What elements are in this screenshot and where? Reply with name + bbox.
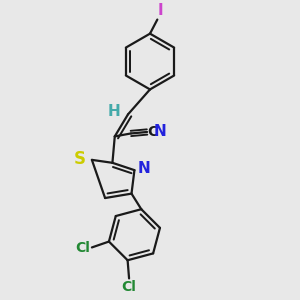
Text: N: N <box>154 124 166 139</box>
Text: Cl: Cl <box>76 241 90 255</box>
Text: S: S <box>74 150 86 168</box>
Text: H: H <box>108 104 121 119</box>
Text: N: N <box>137 161 150 176</box>
Text: I: I <box>158 3 164 18</box>
Text: C: C <box>148 125 158 139</box>
Text: Cl: Cl <box>122 280 136 294</box>
